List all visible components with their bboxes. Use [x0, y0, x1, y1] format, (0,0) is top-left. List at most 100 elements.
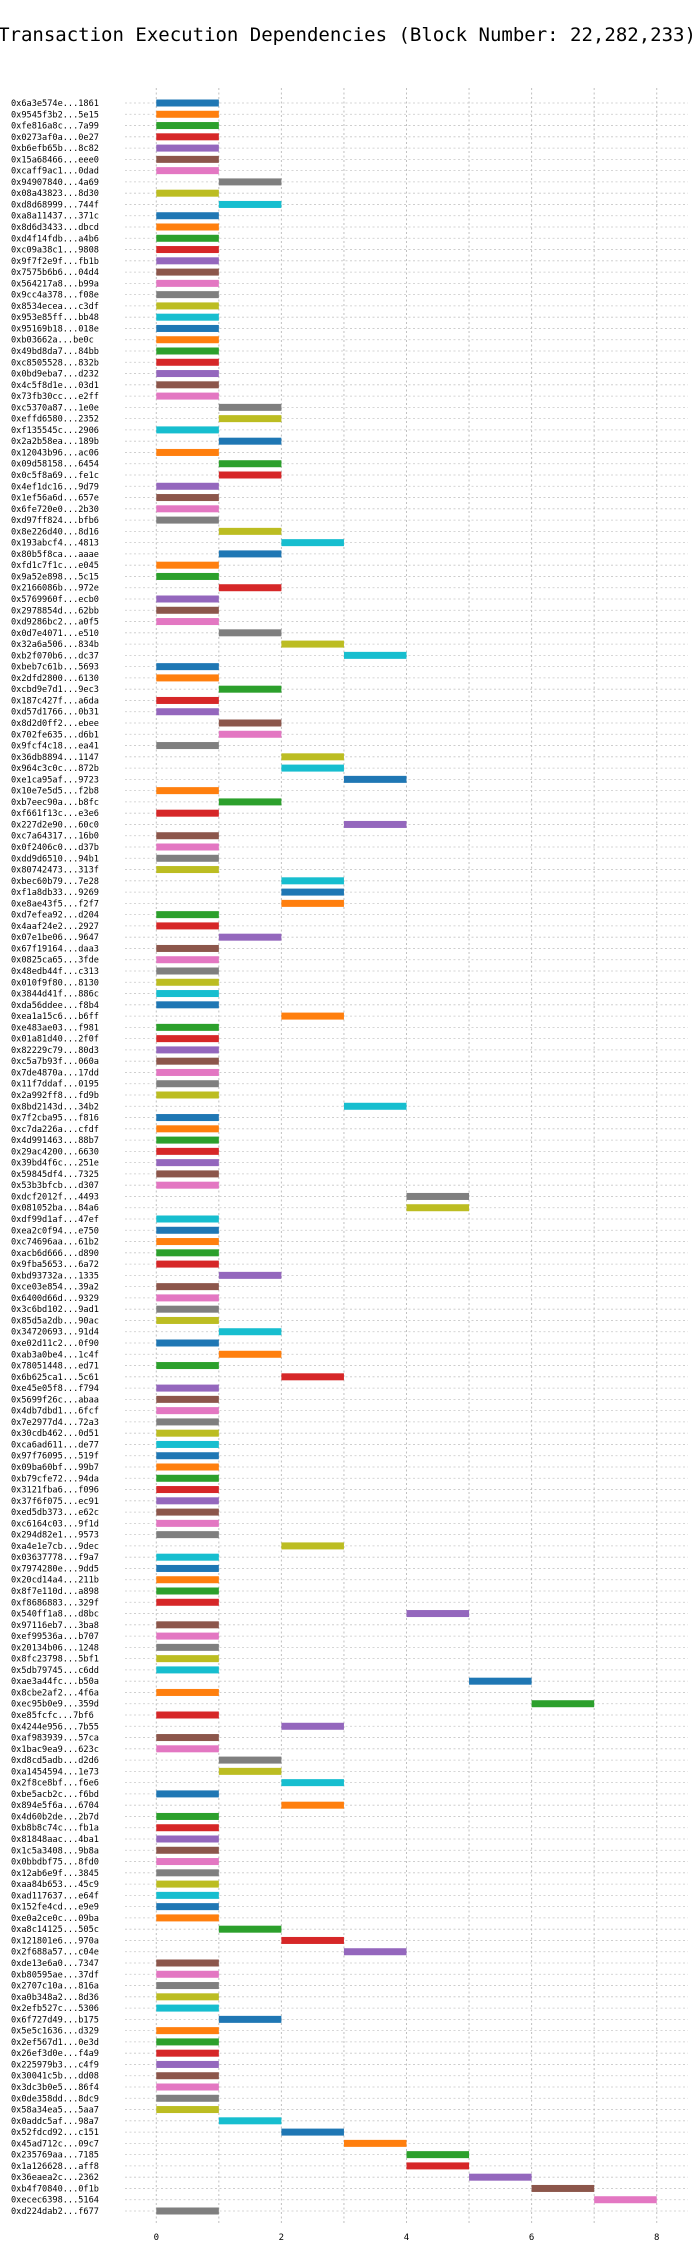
y-tick-label: 0xd9286bc2...a0f5 [11, 618, 99, 628]
y-tick-label: 0xb79cfe72...94da [11, 1474, 99, 1484]
y-tick-label: 0x702fe635...d6b1 [11, 730, 99, 740]
y-tick-label: 0x8534ecea...c3df [11, 302, 99, 312]
bar [343, 1102, 407, 1110]
y-tick-label: 0xd57d1766...0b31 [11, 708, 99, 718]
y-tick-label: 0x187c427f...a6da [11, 696, 99, 706]
y-tick-label: 0xe8ae43f5...f2f7 [11, 899, 99, 909]
bar [156, 1711, 219, 1719]
bar [156, 2060, 219, 2068]
y-tick-label: 0x7f2cba95...f816 [11, 1114, 99, 1124]
y-tick-label: 0x8d2d0ff2...ebee [11, 719, 99, 729]
y-tick-label: 0x0bbdbf75...8fd0 [11, 1858, 99, 1868]
y-tick-label: 0xb80595ae...37df [11, 1970, 99, 1980]
bar [156, 832, 219, 840]
bar [156, 2027, 219, 2035]
bar [156, 922, 219, 930]
y-tick-label: 0x2a2b58ea...189b [11, 437, 99, 447]
y-tick-label: 0xc5370a87...1e0e [11, 403, 99, 413]
y-tick-label: 0xb7eec90a...b8fc [11, 798, 99, 808]
bar [156, 257, 219, 265]
bar [218, 1767, 282, 1775]
bar [218, 550, 282, 558]
y-tick-label: 0x227d2e90...60c0 [11, 820, 99, 830]
y-tick-label: 0xfe816a8c...7a99 [11, 122, 99, 132]
bar [281, 640, 344, 648]
y-tick-label: 0x010f9f80...8130 [11, 978, 99, 988]
y-tick-label: 0x3844d41f...886c [11, 990, 99, 1000]
bar [156, 155, 219, 163]
y-tick-label: 0x1c5a3408...9b8a [11, 1846, 99, 1856]
bar [156, 1993, 219, 2001]
y-tick-label: 0x59845df4...7325 [11, 1170, 99, 1180]
bar [156, 1824, 219, 1832]
y-tick-label: 0x7e2977d4...72a3 [11, 1418, 99, 1428]
y-tick-label: 0xe1ca95af...9723 [11, 775, 99, 785]
y-tick-label: 0xe0a2ce0c...09ba [11, 1914, 99, 1924]
y-tick-label: 0xb6efb65b...8c82 [11, 144, 99, 154]
y-tick-label: 0x01a81d40...2f0f [11, 1035, 99, 1045]
bar [218, 1756, 282, 1764]
y-tick-label: 0xa8a11437...371c [11, 212, 99, 222]
bar [406, 2162, 470, 2170]
bar [156, 426, 219, 434]
bar [156, 2106, 219, 2114]
bar [281, 1722, 344, 1730]
y-tick-label: 0x2978854d...62bb [11, 606, 99, 616]
y-tick-label: 0xd4f14fdb...a4b6 [11, 234, 99, 244]
y-tick-label: 0xde13e6a0...7347 [11, 1959, 99, 1969]
bar [156, 212, 219, 220]
bar [156, 1812, 219, 1820]
bar [156, 505, 219, 513]
bar [218, 471, 282, 479]
bar [156, 1553, 219, 1561]
y-tick-label: 0xf8686883...329f [11, 1598, 99, 1608]
y-tick-label: 0xae3a44fc...b50a [11, 1677, 99, 1687]
y-tick-label: 0x12043b96...ac06 [11, 448, 99, 458]
y-tick-label: 0x95169b18...018e [11, 324, 99, 334]
y-tick-label: 0xbec60b79...7e28 [11, 877, 99, 887]
bar [156, 302, 219, 310]
bar [406, 1610, 470, 1618]
bar [156, 1170, 219, 1178]
bar [156, 1497, 219, 1505]
bar [156, 1215, 219, 1223]
y-tick-label: 0xd97ff824...bfb6 [11, 516, 99, 526]
y-tick-label: 0x1bac9ea9...623c [11, 1745, 99, 1755]
y-tick-label: 0xc5a7b93f...060a [11, 1057, 99, 1067]
y-tick-label: 0x4d991463...88b7 [11, 1136, 99, 1146]
y-tick-label: 0xc8505528...832b [11, 358, 99, 368]
y-tick-label: 0x80742473...313f [11, 866, 99, 876]
y-tick-label: 0x0addc5af...98a7 [11, 2117, 99, 2127]
bar [156, 358, 219, 366]
x-tick-label: 0 [154, 2233, 159, 2243]
bar [156, 133, 219, 141]
bar [218, 200, 282, 208]
bar [156, 1869, 219, 1877]
bar [156, 1643, 219, 1651]
bar [156, 1429, 219, 1437]
y-tick-label: 0xd8d68999...744f [11, 200, 99, 210]
bar [156, 944, 219, 952]
y-tick-label: 0x08a43823...8d30 [11, 189, 99, 199]
y-tick-label: 0xe02d11c2...0f90 [11, 1339, 99, 1349]
y-tick-label: 0x10e7e5d5...f2b8 [11, 787, 99, 797]
y-tick-label: 0x6fe720e0...2b30 [11, 505, 99, 515]
bar [406, 1204, 470, 1212]
bar [156, 1136, 219, 1144]
y-tick-label: 0x8cbe2af2...4f6a [11, 1688, 99, 1698]
bar [156, 1880, 219, 1888]
bar [156, 1587, 219, 1595]
bar [156, 742, 219, 750]
y-tick-label: 0x1ef56a6d...657e [11, 494, 99, 504]
x-tick-labels: 0 2 4 6 8 [154, 2233, 660, 2243]
bar [156, 347, 219, 355]
bar [156, 1226, 219, 1234]
bar [156, 1091, 219, 1099]
y-tick-label: 0x58a34ea5...5aa7 [11, 2106, 99, 2116]
y-tick-label: 0x07e1be06...9647 [11, 933, 99, 943]
bar [156, 1294, 219, 1302]
y-tick-label: 0x2efb527c...5306 [11, 2004, 99, 2014]
y-tick-label: 0x6a3e574e...1861 [11, 99, 99, 109]
y-tick-label: 0x15a68466...eee0 [11, 155, 99, 165]
y-tick-label: 0xb8b8c74c...fb1a [11, 1824, 99, 1834]
